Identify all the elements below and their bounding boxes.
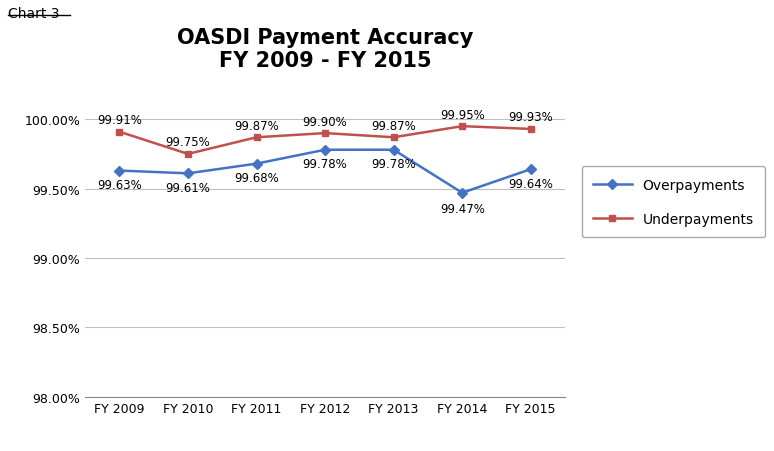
Text: Chart 3: Chart 3 [8,7,60,21]
Underpayments [526,127,536,132]
Underpayments [252,135,261,141]
Overpayments [389,148,399,153]
Text: 99.78%: 99.78% [372,158,416,171]
Line: Underpayments: Underpayments [116,124,534,158]
Legend: Overpayments, Underpayments: Overpayments, Underpayments [581,167,765,238]
Overpayments [252,161,261,167]
Text: 99.87%: 99.87% [235,120,279,133]
Text: 99.63%: 99.63% [97,179,142,192]
Text: 99.93%: 99.93% [509,111,553,124]
Text: 99.78%: 99.78% [303,158,348,171]
Underpayments [457,124,467,129]
Overpayments [320,148,330,153]
Text: 99.47%: 99.47% [440,203,485,216]
Overpayments [115,169,124,174]
Text: 99.90%: 99.90% [303,115,348,128]
Underpayments [320,131,330,137]
Text: 99.91%: 99.91% [97,114,142,127]
Text: 99.64%: 99.64% [509,177,553,190]
Overpayments [457,191,467,196]
Overpayments [526,167,536,172]
Overpayments [183,171,193,177]
Text: 99.68%: 99.68% [235,172,279,185]
Text: 99.61%: 99.61% [166,182,211,194]
Title: OASDI Payment Accuracy
FY 2009 - FY 2015: OASDI Payment Accuracy FY 2009 - FY 2015 [177,28,473,71]
Text: 99.87%: 99.87% [372,120,416,133]
Text: 99.75%: 99.75% [166,136,211,149]
Underpayments [389,135,399,141]
Underpayments [183,152,193,157]
Text: 99.95%: 99.95% [440,108,485,121]
Underpayments [115,130,124,135]
Line: Overpayments: Overpayments [116,147,534,197]
